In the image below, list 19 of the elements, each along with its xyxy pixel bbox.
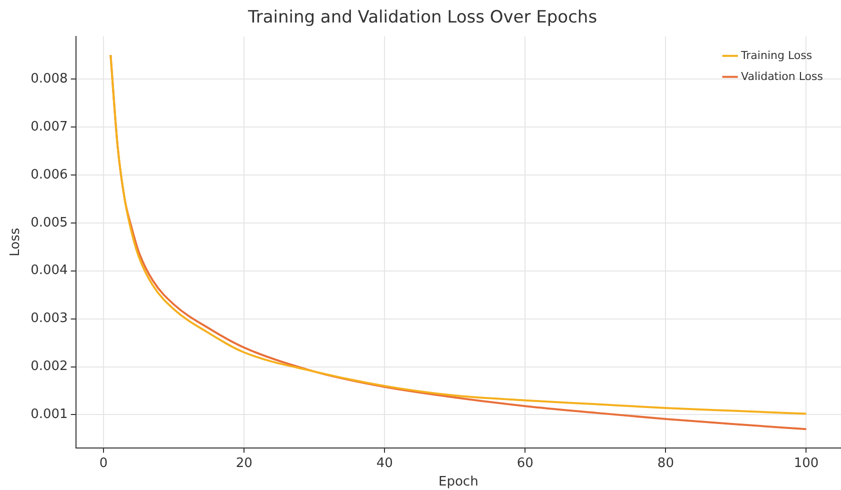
x-tick-label: 20	[236, 456, 252, 471]
y-tick-label: 0.005	[30, 215, 68, 230]
y-tick-label: 0.008	[30, 71, 68, 86]
y-tick-label: 0.001	[30, 407, 68, 422]
x-axis-title: Epoch	[438, 474, 478, 490]
y-tick-label: 0.004	[30, 263, 68, 278]
x-tick-label: 60	[516, 456, 534, 471]
x-tick-label: 0	[99, 456, 108, 471]
y-tick-label: 0.006	[30, 167, 68, 182]
legend-label: Validation Loss	[741, 70, 824, 83]
x-tick-label: 100	[794, 456, 819, 471]
y-tick-label: 0.003	[30, 311, 68, 326]
y-tick-label: 0.002	[30, 359, 68, 374]
x-tick-label: 80	[657, 456, 674, 471]
y-tick-label: 0.007	[30, 119, 68, 134]
y-axis-title: Loss	[8, 228, 24, 256]
chart-title: Training and Validation Loss Over Epochs	[246, 8, 598, 28]
x-tick-label: 40	[376, 456, 393, 471]
legend-label: Training Loss	[740, 48, 812, 62]
